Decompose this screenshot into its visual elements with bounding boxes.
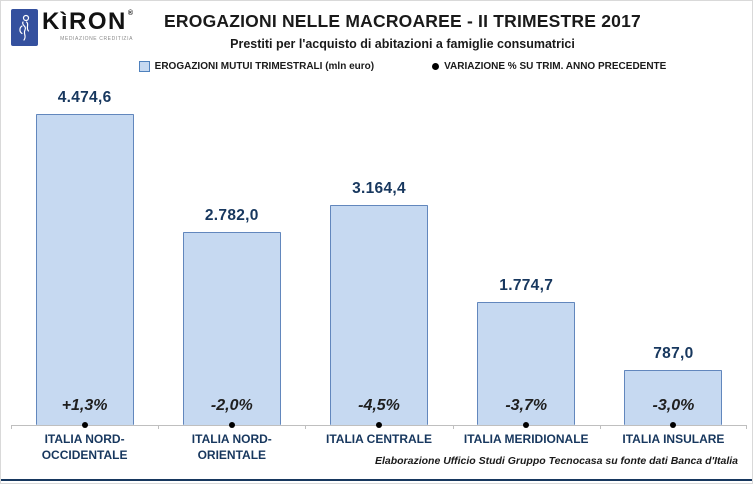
chart-header: EROGAZIONI NELLE MACROAREE - II TRIMESTR… bbox=[53, 11, 752, 72]
chart-legend: EROGAZIONI MUTUI TRIMESTRALI (mln euro) … bbox=[53, 61, 752, 72]
brand-name: KìRON bbox=[42, 8, 127, 35]
bar-1 bbox=[35, 114, 134, 425]
bar-value-label: 787,0 bbox=[653, 345, 694, 362]
source-note: Elaborazione Ufficio Studi Gruppo Tecnoc… bbox=[374, 455, 738, 467]
dot-series-marker-icon bbox=[432, 63, 440, 70]
bar-value-label: 2.782,0 bbox=[204, 207, 259, 224]
variation-marker-dot bbox=[523, 422, 530, 428]
category-slot: 2.782,0 -2,0% bbox=[158, 77, 305, 428]
variation-marker-dot bbox=[81, 422, 88, 428]
category-slot: 3.164,4 -4,5% bbox=[305, 77, 452, 428]
variation-label: -3,7% bbox=[505, 397, 548, 414]
variation-label: -4,5% bbox=[358, 397, 400, 414]
bar-value-label: 4.474,6 bbox=[57, 89, 112, 106]
bar-3 bbox=[330, 205, 428, 425]
category-slot: 1.774,7 -3,7% bbox=[453, 77, 600, 428]
axis-tick bbox=[305, 425, 307, 429]
chart-subtitle: Prestiti per l'acquisto di abitazioni a … bbox=[230, 37, 575, 51]
axis-tick bbox=[599, 425, 601, 429]
variation-label: -3,0% bbox=[652, 397, 695, 414]
category-label: ITALIA INSULARE bbox=[622, 432, 725, 446]
bar-5 bbox=[624, 370, 723, 425]
axis-tick bbox=[452, 425, 454, 429]
kiron-logo: KìRON ® MEDIAZIONE CREDITIZIA bbox=[11, 9, 133, 46]
registered-mark: ® bbox=[127, 10, 134, 17]
variation-label: +1,3% bbox=[61, 397, 108, 414]
category-slot: 787,0 -3,0% bbox=[600, 77, 747, 428]
kiron-figure-icon bbox=[11, 9, 38, 46]
category-label: ITALIA NORD-OCCIDENTALE bbox=[41, 432, 128, 462]
plot-area: 4.474,6 +1,3% 2.782,0 -2,0% 3.164,4 -4,5% 1.77… bbox=[11, 77, 747, 429]
bar-value-label: 3.164,4 bbox=[352, 180, 406, 197]
axis-tick bbox=[11, 425, 12, 429]
bar-value-label: 1.774,7 bbox=[499, 277, 554, 294]
variation-marker-dot bbox=[670, 422, 677, 428]
category-label: ITALIA CENTRALE bbox=[326, 432, 432, 446]
chart-title: EROGAZIONI NELLE MACROAREE - II TRIMESTR… bbox=[164, 11, 641, 31]
bar-series-swatch-icon bbox=[138, 61, 150, 72]
legend-item-bars: EROGAZIONI MUTUI TRIMESTRALI (mln euro) bbox=[138, 61, 375, 72]
category-axis: ITALIA NORD-OCCIDENTALE ITALIA NORD-ORIEN… bbox=[11, 432, 747, 463]
bottom-rule bbox=[1, 479, 752, 481]
variation-label: -2,0% bbox=[210, 397, 253, 414]
legend-item-variation: VARIAZIONE % SU TRIM. ANNO PRECEDENTE bbox=[432, 61, 666, 72]
category-label: ITALIA NORD-ORIENTALE bbox=[191, 432, 272, 462]
kiron-logo-text: KìRON ® MEDIAZIONE CREDITIZIA bbox=[42, 9, 133, 42]
bar-4 bbox=[477, 302, 576, 425]
axis-tick bbox=[746, 425, 747, 429]
category-label: ITALIA MERIDIONALE bbox=[463, 432, 589, 446]
category-slot: 4.474,6 +1,3% bbox=[11, 77, 158, 428]
variation-marker-dot bbox=[376, 422, 382, 428]
variation-marker-dot bbox=[228, 422, 235, 428]
axis-tick bbox=[158, 425, 160, 429]
legend-label-variation: VARIAZIONE % SU TRIM. ANNO PRECEDENTE bbox=[444, 61, 667, 72]
brand-tagline: MEDIAZIONE CREDITIZIA bbox=[60, 36, 134, 43]
bar-2 bbox=[182, 232, 281, 425]
legend-label-bars: EROGAZIONI MUTUI TRIMESTRALI (mln euro) bbox=[154, 61, 375, 72]
